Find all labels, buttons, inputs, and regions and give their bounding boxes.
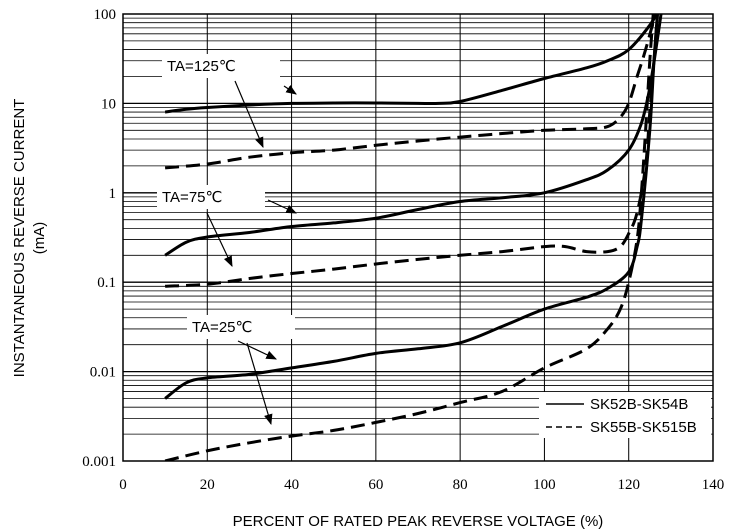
legend-box: [539, 392, 711, 438]
legend: SK52B-SK54B SK55B-SK515B: [539, 392, 711, 438]
legend-label-dashed: SK55B-SK515B: [590, 419, 697, 436]
annotation-ta75-arrow-dashed: [206, 212, 233, 267]
series-layer: [164, 14, 663, 461]
annotation-ta75-label: TA=75℃: [162, 189, 222, 206]
y-tick-label: 100: [94, 7, 117, 23]
series-line-solid: [164, 14, 659, 114]
legend-label-solid: SK52B-SK54B: [590, 396, 688, 413]
annotation-ta75: TA=75℃: [157, 185, 297, 267]
x-ticks: 0 20 40 60 80 100 120 140: [119, 477, 724, 493]
annotation-ta75-box: [157, 185, 265, 209]
annotation-ta125: TA=125℃: [162, 54, 297, 148]
x-tick-label: 0: [119, 477, 127, 493]
annotation-ta125-arrow-dashed: [234, 80, 264, 148]
series-line-dashed: [165, 14, 659, 288]
y-tick-label: 0.1: [97, 275, 116, 291]
y-tick-label: 0.001: [82, 454, 116, 470]
annotation-ta75-arrow-solid: [267, 199, 297, 214]
y-ticks: 0.001 0.01 0.1 1 10 100: [82, 7, 116, 470]
y-axis-title: INSTANTANEOUS REVERSE CURRENT: [11, 99, 28, 378]
annotation-ta25-label: TA=25℃: [192, 319, 252, 336]
annotation-ta25-arrow-dashed: [246, 342, 273, 426]
annotation-ta125-arrow-solid: [283, 85, 297, 95]
plot-frame: [122, 13, 714, 462]
annotation-ta25: TA=25℃: [187, 315, 295, 426]
annotation-ta125-box: [162, 54, 280, 78]
annotation-ta25-arrow-solid: [237, 340, 277, 360]
y-axis-unit: (mA): [31, 222, 48, 255]
annotation-ta125-label: TA=125℃: [167, 58, 236, 75]
x-tick-label: 60: [368, 477, 383, 493]
series-line-dashed: [164, 14, 655, 461]
x-axis-title: PERCENT OF RATED PEAK REVERSE VOLTAGE (%…: [233, 513, 604, 530]
annotation-ta25-box: [187, 315, 295, 339]
x-tick-label: 80: [453, 477, 468, 493]
x-tick-label: 100: [533, 477, 556, 493]
x-tick-label: 40: [284, 477, 299, 493]
series-line-dashed: [164, 14, 657, 170]
y-tick-label: 10: [101, 96, 116, 112]
x-tick-label: 120: [617, 477, 640, 493]
y-tick-label: 0.01: [90, 365, 116, 381]
x-tick-label: 140: [702, 477, 725, 493]
y-tick-label: 1: [109, 186, 117, 202]
series-line-solid: [164, 14, 659, 400]
series-line-solid: [164, 14, 663, 257]
x-tick-label: 20: [200, 477, 215, 493]
